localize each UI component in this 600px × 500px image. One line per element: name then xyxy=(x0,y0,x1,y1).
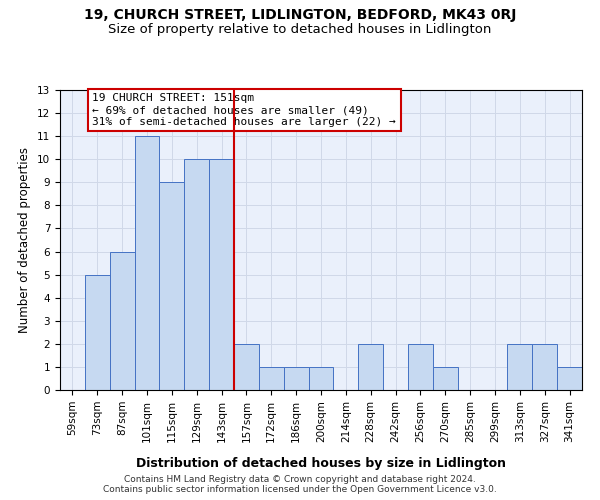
Bar xyxy=(85,274,110,390)
Bar xyxy=(308,367,334,390)
Bar xyxy=(160,182,184,390)
Bar xyxy=(508,344,532,390)
Text: Contains HM Land Registry data © Crown copyright and database right 2024.
Contai: Contains HM Land Registry data © Crown c… xyxy=(103,474,497,494)
Bar xyxy=(557,367,582,390)
Y-axis label: Number of detached properties: Number of detached properties xyxy=(19,147,31,333)
Bar xyxy=(110,252,134,390)
Bar xyxy=(532,344,557,390)
Bar xyxy=(234,344,259,390)
Bar xyxy=(284,367,308,390)
Bar xyxy=(184,159,209,390)
Bar xyxy=(408,344,433,390)
Bar xyxy=(259,367,284,390)
Text: 19 CHURCH STREET: 151sqm
← 69% of detached houses are smaller (49)
31% of semi-d: 19 CHURCH STREET: 151sqm ← 69% of detach… xyxy=(92,94,396,126)
Bar xyxy=(134,136,160,390)
Bar xyxy=(358,344,383,390)
Text: 19, CHURCH STREET, LIDLINGTON, BEDFORD, MK43 0RJ: 19, CHURCH STREET, LIDLINGTON, BEDFORD, … xyxy=(84,8,516,22)
Text: Distribution of detached houses by size in Lidlington: Distribution of detached houses by size … xyxy=(136,458,506,470)
Bar xyxy=(433,367,458,390)
Text: Size of property relative to detached houses in Lidlington: Size of property relative to detached ho… xyxy=(109,22,491,36)
Bar xyxy=(209,159,234,390)
